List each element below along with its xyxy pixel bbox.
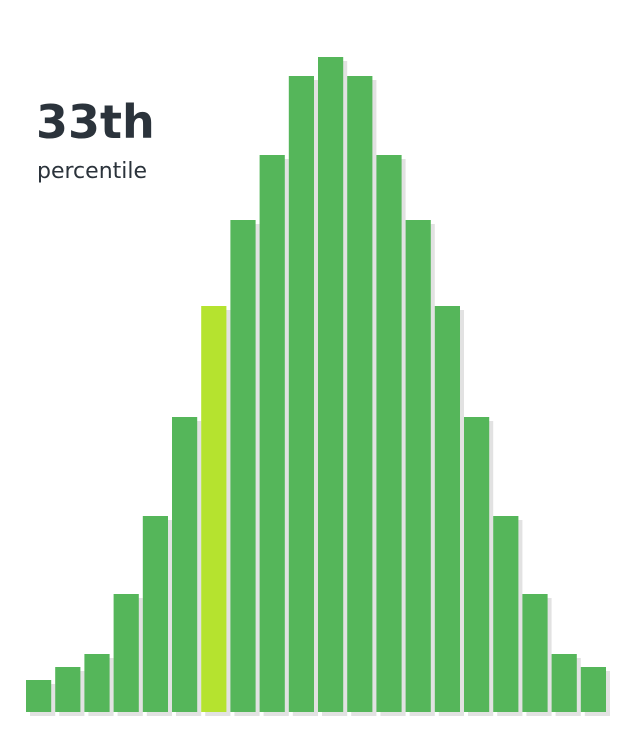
bar	[347, 76, 373, 712]
bar	[230, 220, 256, 712]
bar	[84, 654, 110, 712]
bar	[434, 306, 460, 712]
bar	[26, 680, 52, 712]
bar	[142, 516, 168, 712]
bar	[522, 594, 548, 712]
bar	[172, 417, 198, 712]
bar	[580, 667, 606, 712]
bar	[376, 155, 402, 712]
bar	[493, 516, 519, 712]
chart-title: 33th	[36, 95, 155, 149]
bar	[405, 220, 431, 712]
bar	[259, 155, 285, 712]
bar	[288, 76, 314, 712]
bar	[464, 417, 490, 712]
bar	[201, 306, 227, 712]
chart-subtitle: percentile	[37, 159, 147, 184]
bar	[55, 667, 81, 712]
bar	[318, 57, 344, 712]
bar	[551, 654, 577, 712]
bar	[113, 594, 139, 712]
